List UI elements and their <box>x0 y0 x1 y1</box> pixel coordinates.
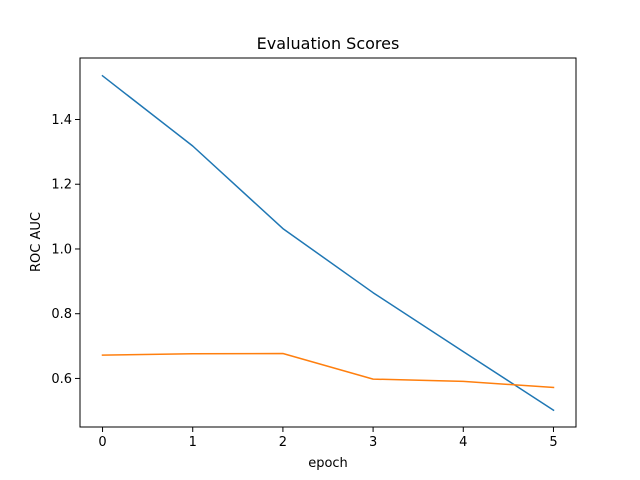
x-tick-label: 2 <box>279 435 287 450</box>
chart-title: Evaluation Scores <box>257 34 400 53</box>
y-tick-label: 1.2 <box>51 178 72 193</box>
x-tick-label: 4 <box>459 435 467 450</box>
x-tick-label: 5 <box>549 435 557 450</box>
y-tick-label: 1.0 <box>51 242 72 257</box>
y-axis: 0.6 0.8 1.0 1.2 1.4 <box>51 113 80 387</box>
plot-frame <box>79 57 577 428</box>
y-tick-label: 0.8 <box>51 307 72 322</box>
y-axis-label: ROC AUC <box>29 212 44 272</box>
x-axis: 0 1 2 3 4 5 <box>98 427 558 450</box>
y-tick-label: 1.4 <box>51 113 72 128</box>
series-line-2 <box>101 352 555 389</box>
series-line-1 <box>101 74 555 412</box>
x-tick-label: 1 <box>189 435 197 450</box>
series-layer <box>101 74 555 412</box>
x-axis-label: epoch <box>308 456 348 471</box>
x-tick-label: 3 <box>369 435 377 450</box>
x-tick-label: 0 <box>98 435 106 450</box>
y-tick-label: 0.6 <box>51 372 72 387</box>
